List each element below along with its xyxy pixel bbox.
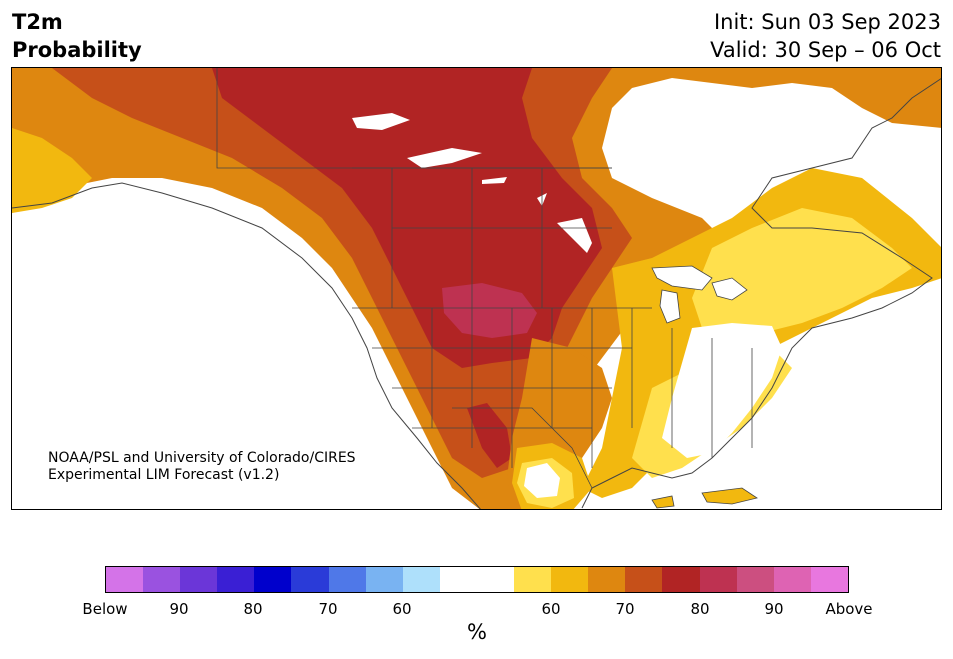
contour-80-southwest	[467, 403, 512, 468]
colorbar-unit: %	[467, 620, 487, 644]
colorbar-label-below-90: 90	[169, 600, 189, 618]
caribbean-islands	[651, 487, 758, 509]
colorbar-swatch	[699, 567, 737, 592]
credit-line-1: NOAA/PSL and University of Colorado/CIRE…	[48, 450, 356, 466]
colorbar-swatch	[328, 567, 366, 592]
great-lakes	[651, 265, 748, 324]
colorbar-swatch	[439, 567, 477, 592]
colorbar-label-above: Above	[825, 600, 873, 618]
colorbar-swatch	[625, 567, 663, 592]
init-date: Init: Sun 03 Sep 2023	[713, 10, 941, 34]
colorbar-swatch	[736, 567, 774, 592]
colorbar-swatch	[810, 567, 848, 592]
colorbar-label-above-70: 70	[615, 600, 635, 618]
colorbar-label-below-70: 70	[318, 600, 338, 618]
colorbar-swatch	[217, 567, 255, 592]
forecast-dates: Init: Sun 03 Sep 2023 Valid: 30 Sep – 06…	[710, 8, 941, 64]
coastline-west	[12, 182, 481, 509]
probability-colorbar	[105, 566, 849, 593]
colorbar-swatch	[773, 567, 811, 592]
colorbar-swatch	[365, 567, 403, 592]
colorbar-label-above-90: 90	[764, 600, 784, 618]
colorbar-label-below-60: 60	[392, 600, 412, 618]
colorbar-swatch	[514, 567, 552, 592]
contour-55-alaska	[12, 128, 92, 213]
hudson-bay	[622, 98, 752, 208]
title-variable: T2m	[12, 10, 63, 34]
valid-range: Valid: 30 Sep – 06 Oct	[710, 38, 941, 62]
colorbar-label-above-60: 60	[541, 600, 561, 618]
colorbar-swatch	[106, 567, 144, 592]
canadian-lakes	[352, 113, 592, 253]
colorbar-swatch	[476, 567, 515, 592]
data-credit: NOAA/PSL and University of Colorado/CIRE…	[48, 450, 356, 484]
colorbar-label-below: Below	[82, 600, 128, 618]
contour-50-northeast	[692, 208, 912, 338]
forecast-map	[11, 67, 942, 510]
map-title: T2m Probability	[12, 8, 142, 64]
probability-map-svg	[12, 68, 941, 509]
colorbar-swatch	[180, 567, 218, 592]
colorbar-swatch	[588, 567, 626, 592]
title-subtitle: Probability	[12, 38, 142, 62]
colorbar-swatch	[143, 567, 181, 592]
coastline-east	[581, 78, 941, 509]
colorbar-label-above-80: 80	[690, 600, 710, 618]
credit-line-2: Experimental LIM Forecast (v1.2)	[48, 467, 280, 483]
no-signal-mexico	[524, 463, 560, 498]
colorbar-swatch	[662, 567, 700, 592]
colorbar-swatch	[402, 567, 440, 592]
colorbar-label-below-80: 80	[243, 600, 263, 618]
political-borders	[216, 68, 753, 489]
colorbar-swatch	[254, 567, 292, 592]
colorbar-swatch	[291, 567, 329, 592]
colorbar-swatch	[551, 567, 589, 592]
contour-85-peak	[442, 283, 537, 338]
